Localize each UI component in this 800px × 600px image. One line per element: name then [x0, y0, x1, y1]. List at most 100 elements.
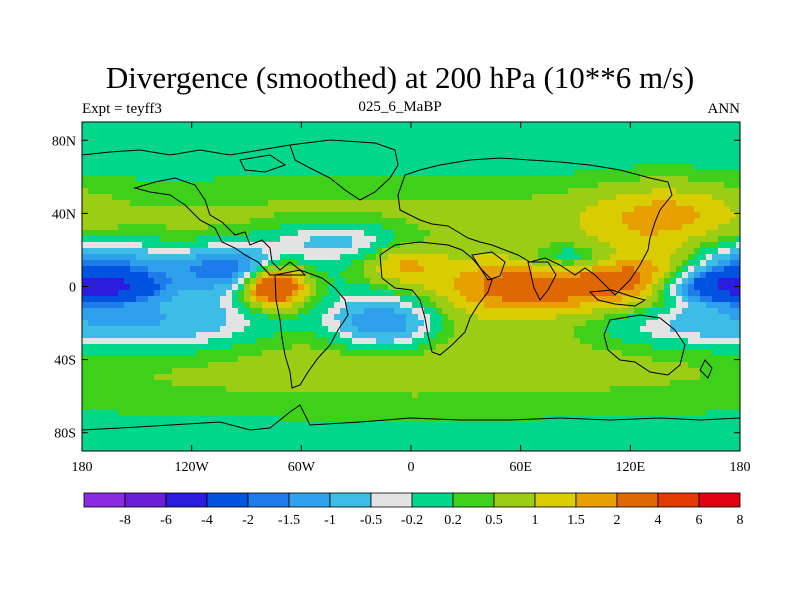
field-cell: [682, 206, 689, 213]
field-cell: [466, 128, 473, 135]
field-cell: [208, 248, 215, 255]
field-cell: [652, 320, 659, 327]
field-cell: [244, 122, 251, 129]
field-cell: [88, 188, 95, 195]
field-cell: [538, 332, 545, 339]
field-cell: [664, 332, 671, 339]
field-cell: [238, 128, 245, 135]
field-cell: [322, 236, 329, 243]
field-cell: [574, 362, 581, 369]
field-cell: [658, 128, 665, 135]
field-cell: [298, 254, 305, 261]
field-cell: [166, 200, 173, 207]
field-cell: [154, 302, 161, 309]
field-cell: [262, 338, 269, 345]
field-cell: [472, 386, 479, 393]
field-cell: [292, 242, 299, 249]
field-cell: [550, 230, 557, 237]
field-cell: [244, 374, 251, 381]
field-cell: [538, 224, 545, 231]
field-cell: [262, 326, 269, 333]
field-cell: [496, 128, 503, 135]
field-cell: [556, 194, 563, 201]
field-cell: [202, 314, 209, 321]
field-cell: [190, 254, 197, 261]
field-cell: [424, 344, 431, 351]
field-cell: [418, 338, 425, 345]
field-cell: [730, 338, 737, 345]
field-cell: [622, 176, 629, 183]
field-cell: [634, 152, 641, 159]
field-cell: [418, 368, 425, 375]
field-cell: [172, 188, 179, 195]
field-cell: [514, 158, 521, 165]
field-cell: [382, 332, 389, 339]
field-cell: [538, 170, 545, 177]
field-cell: [712, 266, 719, 273]
field-cell: [418, 386, 425, 393]
field-cell: [604, 380, 611, 387]
field-cell: [190, 122, 197, 129]
field-cell: [652, 278, 659, 285]
field-cell: [538, 212, 545, 219]
field-cell: [460, 272, 467, 279]
field-cell: [154, 320, 161, 327]
field-cell: [244, 128, 251, 135]
field-cell: [268, 338, 275, 345]
field-cell: [82, 368, 89, 375]
field-cell: [616, 272, 623, 279]
field-cell: [694, 164, 701, 171]
field-cell: [574, 122, 581, 129]
field-cell: [484, 302, 491, 309]
field-cell: [160, 374, 167, 381]
field-cell: [256, 326, 263, 333]
field-cell: [286, 122, 293, 129]
field-cell: [220, 200, 227, 207]
field-cell: [334, 254, 341, 261]
field-cell: [388, 224, 395, 231]
field-cell: [298, 236, 305, 243]
field-cell: [430, 284, 437, 291]
field-cell: [340, 128, 347, 135]
field-cell: [208, 128, 215, 135]
field-cell: [250, 218, 257, 225]
field-cell: [274, 320, 281, 327]
field-cell: [316, 206, 323, 213]
field-cell: [448, 290, 455, 297]
field-cell: [514, 122, 521, 129]
field-cell: [706, 206, 713, 213]
field-cell: [592, 308, 599, 315]
field-cell: [160, 170, 167, 177]
field-cell: [736, 386, 740, 393]
field-cell: [250, 392, 257, 399]
field-cell: [706, 152, 713, 159]
field-cell: [550, 314, 557, 321]
field-cell: [586, 230, 593, 237]
field-cell: [376, 368, 383, 375]
field-cell: [472, 308, 479, 315]
field-cell: [616, 242, 623, 249]
field-cell: [658, 170, 665, 177]
field-cell: [256, 302, 263, 309]
field-cell: [382, 176, 389, 183]
field-cell: [202, 308, 209, 315]
field-cell: [718, 128, 725, 135]
field-cell: [250, 368, 257, 375]
field-cell: [112, 212, 119, 219]
field-cell: [406, 374, 413, 381]
field-cell: [724, 140, 731, 147]
field-cell: [718, 206, 725, 213]
field-cell: [196, 194, 203, 201]
field-cell: [544, 218, 551, 225]
field-cell: [436, 254, 443, 261]
field-cell: [712, 338, 719, 345]
field-cell: [88, 392, 95, 399]
field-cell: [442, 260, 449, 267]
field-cell: [448, 206, 455, 213]
field-cell: [508, 332, 515, 339]
field-cell: [376, 134, 383, 141]
field-cell: [274, 212, 281, 219]
field-cell: [394, 164, 401, 171]
field-cell: [358, 386, 365, 393]
field-cell: [454, 176, 461, 183]
